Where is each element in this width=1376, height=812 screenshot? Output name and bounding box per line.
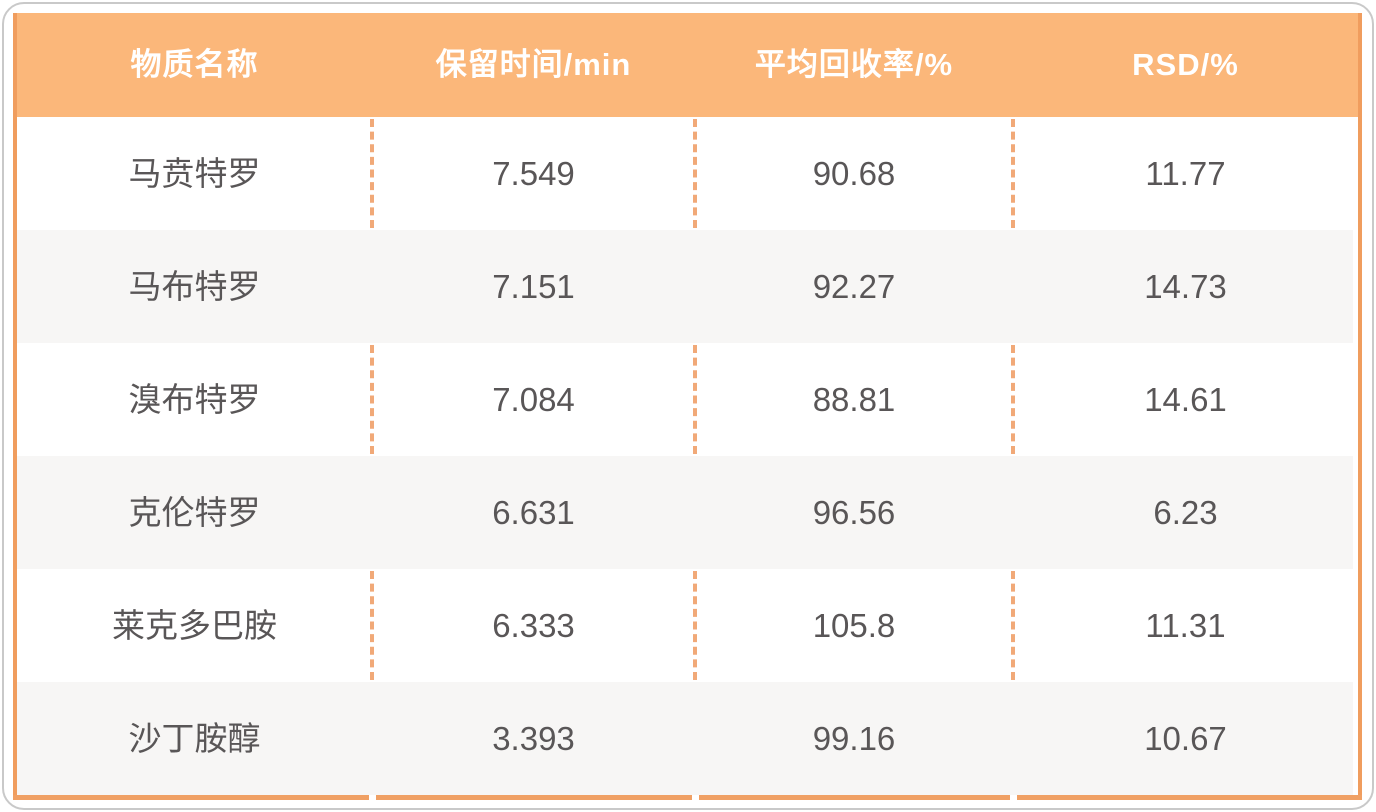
column-header-retention: 保留时间/min <box>435 47 632 82</box>
cell-substance: 马贲特罗 <box>128 155 261 192</box>
table-row: 马贲特罗 7.549 90.68 11.77 <box>17 117 1358 230</box>
table-row: 溴布特罗 7.084 88.81 14.61 <box>17 343 1358 456</box>
column-header-rsd: RSD/% <box>1132 47 1239 82</box>
table-row: 克伦特罗 6.631 96.56 6.23 <box>17 456 1358 569</box>
cell-rsd: 11.31 <box>1011 569 1358 682</box>
table-row: 莱克多巴胺 6.333 105.8 11.31 <box>17 569 1358 682</box>
cell-rsd: 11.77 <box>1011 117 1358 230</box>
cell-rsd: 6.23 <box>1153 494 1218 531</box>
recovery-table: 物质名称 保留时间/min 平均回收率/% RSD/% 马贲特罗 7.549 9… <box>13 13 1362 800</box>
table-row: 沙丁胺醇 3.393 99.16 10.67 <box>17 682 1358 795</box>
cell-substance: 马布特罗 <box>128 268 261 305</box>
table-row: 马布特罗 7.151 92.27 14.73 <box>17 230 1358 343</box>
cell-substance: 沙丁胺醇 <box>128 720 261 757</box>
table-bottom-border <box>13 795 1362 800</box>
cell-retention: 6.631 <box>492 494 575 531</box>
cell-rsd: 10.67 <box>1144 720 1227 757</box>
cell-recovery: 90.68 <box>693 117 1013 230</box>
cell-retention: 7.549 <box>370 117 695 230</box>
cell-retention: 6.333 <box>370 569 695 682</box>
cell-substance: 克伦特罗 <box>128 494 261 531</box>
column-header-recovery: 平均回收率/% <box>754 47 954 82</box>
cell-rsd: 14.61 <box>1011 343 1358 456</box>
cell-recovery: 92.27 <box>812 268 896 305</box>
cell-recovery: 105.8 <box>693 569 1013 682</box>
cell-recovery: 96.56 <box>812 494 896 531</box>
cell-retention: 7.151 <box>492 268 575 305</box>
cell-retention: 3.393 <box>492 720 575 757</box>
cell-substance: 莱克多巴胺 <box>112 607 277 644</box>
cell-recovery: 99.16 <box>812 720 896 757</box>
column-header-substance: 物质名称 <box>130 47 259 82</box>
cell-rsd: 14.73 <box>1144 268 1227 305</box>
cell-recovery: 88.81 <box>693 343 1013 456</box>
table-header-row: 物质名称 保留时间/min 平均回收率/% RSD/% <box>17 13 1358 117</box>
cell-substance: 溴布特罗 <box>128 381 261 418</box>
cell-retention: 7.084 <box>370 343 695 456</box>
